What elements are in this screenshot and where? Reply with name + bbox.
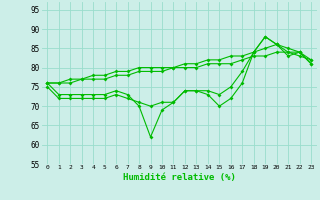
X-axis label: Humidité relative (%): Humidité relative (%) — [123, 173, 236, 182]
